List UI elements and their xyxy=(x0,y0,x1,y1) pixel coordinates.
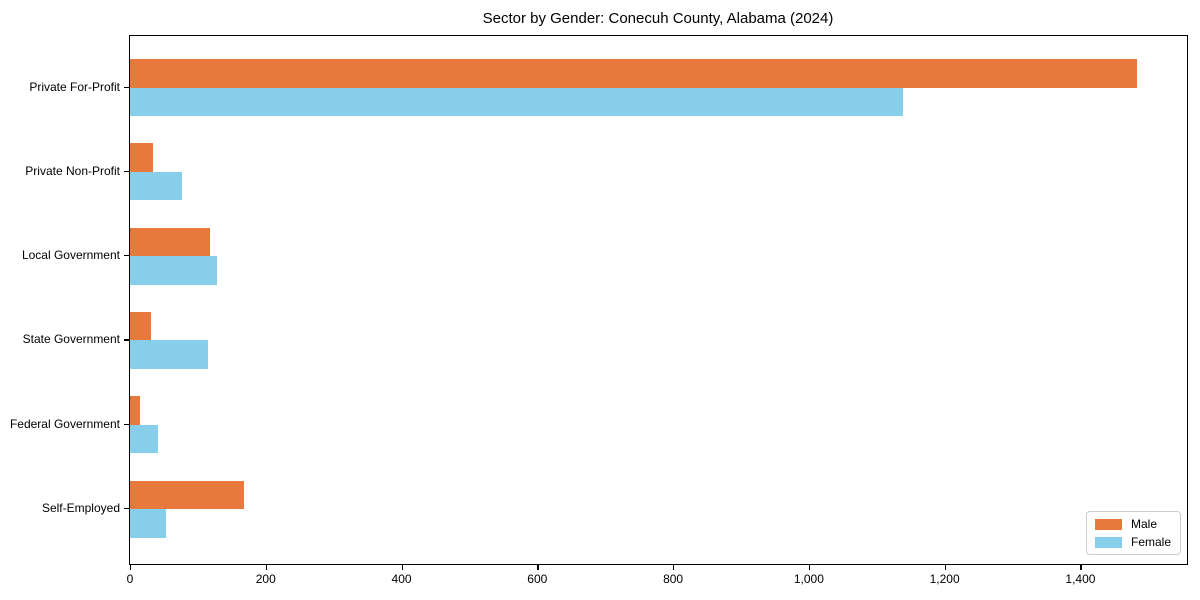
y-axis-labels: Private For-Profit Private Non-Profit Loca… xyxy=(0,35,120,563)
legend-swatch-female xyxy=(1094,536,1122,548)
x-tick-label: 0 xyxy=(126,572,134,586)
legend-label: Female xyxy=(1130,535,1171,549)
x-tick-label: 400 xyxy=(391,572,412,586)
bar-female-5 xyxy=(130,424,158,454)
bar-female-2 xyxy=(130,171,183,201)
x-tick-mark xyxy=(537,565,539,570)
bar-female-1 xyxy=(130,87,903,116)
category-label: Private Non-Profit xyxy=(25,163,120,178)
category-label: State Government xyxy=(22,332,120,347)
legend-label: Male xyxy=(1130,517,1157,531)
y-tick-mark xyxy=(124,508,129,510)
category-label: Self-Employed xyxy=(41,501,120,515)
bar-male-6 xyxy=(130,480,245,509)
x-tick-label: 1,400 xyxy=(1065,572,1096,586)
x-tick-mark xyxy=(944,565,946,570)
x-tick-mark xyxy=(401,565,403,570)
category-label: Private For-Profit xyxy=(29,79,120,94)
x-tick-mark xyxy=(1080,565,1082,570)
bar-female-4 xyxy=(130,340,209,369)
y-tick-mark xyxy=(124,86,129,88)
x-tick-label: 800 xyxy=(663,572,684,586)
bar-male-2 xyxy=(130,143,154,172)
bar-male-3 xyxy=(130,227,211,257)
legend-item-male: Male xyxy=(1094,517,1171,531)
y-tick-mark xyxy=(124,170,129,172)
y-tick-mark xyxy=(124,255,129,257)
legend-swatch-male xyxy=(1094,518,1122,530)
y-tick-mark xyxy=(124,423,129,425)
x-tick-label: 1,200 xyxy=(929,572,960,586)
bar-male-4 xyxy=(130,311,152,341)
bar-female-6 xyxy=(130,509,166,538)
category-label: Federal Government xyxy=(9,416,120,431)
x-tick-label: 200 xyxy=(255,572,276,586)
y-tick-mark xyxy=(124,339,129,341)
x-tick-mark xyxy=(673,565,675,570)
chart-title: Sector by Gender: Conecuh County, Alabam… xyxy=(482,10,834,27)
x-tick-mark xyxy=(808,565,811,570)
x-tick-label: 1,000 xyxy=(793,572,824,586)
x-tick-mark xyxy=(130,565,132,570)
category-label: Local Government xyxy=(21,248,120,263)
legend-item-female: Female xyxy=(1094,535,1171,549)
bar-male-1 xyxy=(130,59,1137,88)
x-tick-label: 600 xyxy=(527,572,548,586)
bar-female-3 xyxy=(130,256,217,285)
plot-area: Male Female xyxy=(129,35,1188,565)
bar-male-5 xyxy=(130,396,141,425)
legend: Male Female xyxy=(1085,511,1181,555)
x-tick-mark xyxy=(265,565,267,570)
